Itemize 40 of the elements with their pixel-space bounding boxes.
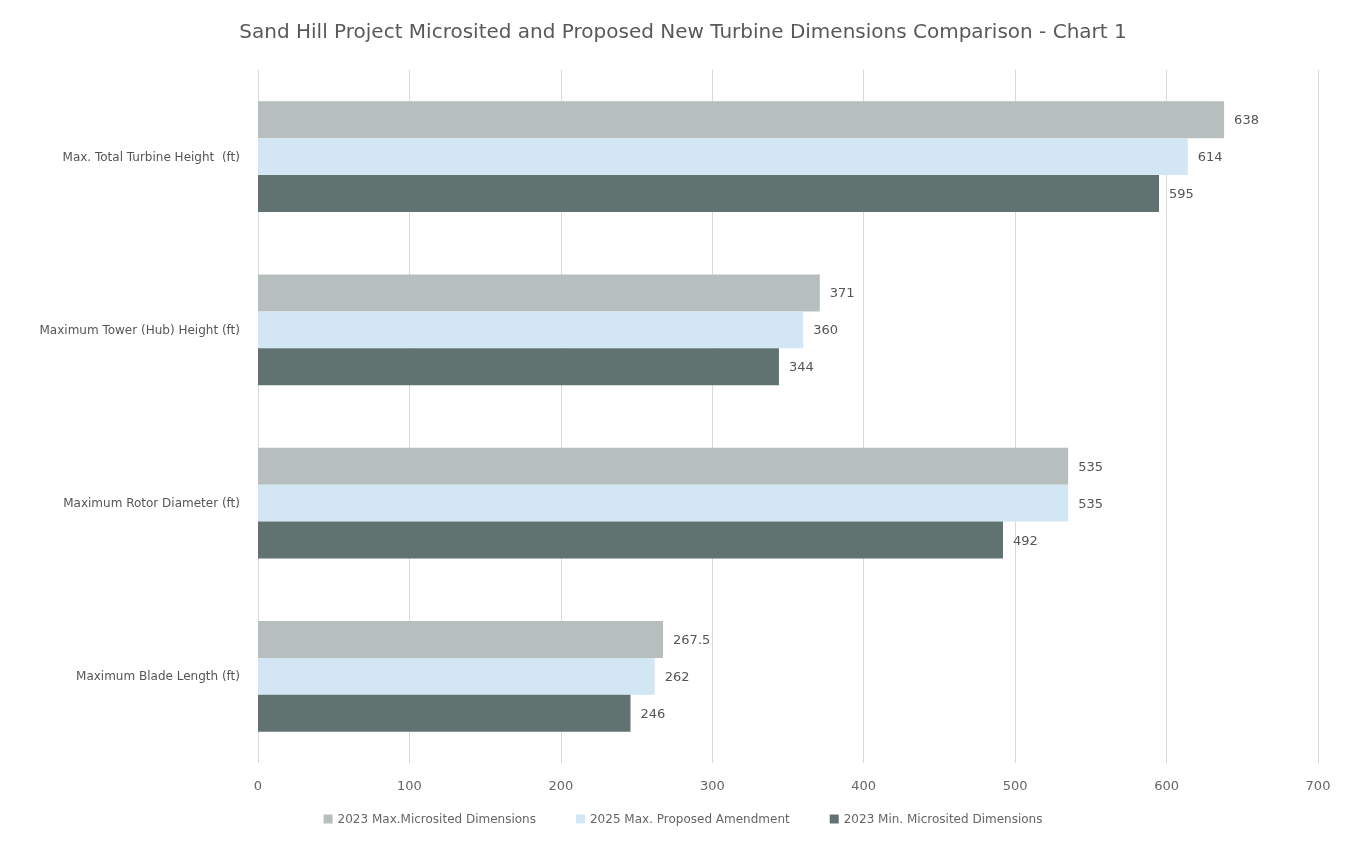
bar [258,311,804,349]
data-label: 595 [1169,186,1194,202]
y-tick-label: Maximum Blade Length (ft) [76,669,240,684]
bar [258,620,664,658]
y-tick-label: Maximum Rotor Diameter (ft) [63,496,240,511]
bar [258,447,1069,485]
legend-label: 2023 Max.Microsited Dimensions [337,812,536,826]
y-tick-label: Maximum Tower (Hub) Height (ft) [39,322,240,337]
x-tick-label: 100 [397,778,422,793]
data-label: 638 [1234,112,1259,128]
chart-title: Sand Hill Project Microsited and Proposed New Turbine Dimensions Comparison - Chart 1 [239,19,1127,43]
bar [258,521,1004,559]
bar [258,348,779,386]
x-tick-label: 0 [253,778,263,793]
data-label: 360 [813,322,838,338]
x-tick-label: 700 [1305,778,1331,793]
data-label: 535 [1078,495,1103,511]
data-label: 344 [788,359,814,375]
data-label: 262 [664,668,690,684]
data-label: 492 [1013,532,1038,548]
legend-label: 2025 Max. Proposed Amendment [589,812,791,826]
bar [258,175,1159,213]
bar [258,138,1188,176]
x-tick-label: 300 [699,778,725,793]
bar [258,101,1225,139]
data-label: 371 [829,285,855,301]
bar [258,274,820,312]
data-label: 246 [640,705,666,721]
legend-label: 2023 Min. Microsited Dimensions [843,812,1043,826]
data-label: 535 [1078,458,1103,474]
x-tick-label: 400 [851,778,877,793]
y-tick-label: Max. Total Turbine Height (ft) [62,149,240,164]
data-label: 614 [1197,149,1223,165]
bar [258,657,655,695]
x-tick-label: 600 [1154,778,1179,793]
bar [258,694,631,732]
data-label: 267.5 [673,631,711,647]
bar [258,484,1069,522]
x-tick-label: 200 [548,778,574,793]
x-tick-label: 500 [1002,778,1028,793]
